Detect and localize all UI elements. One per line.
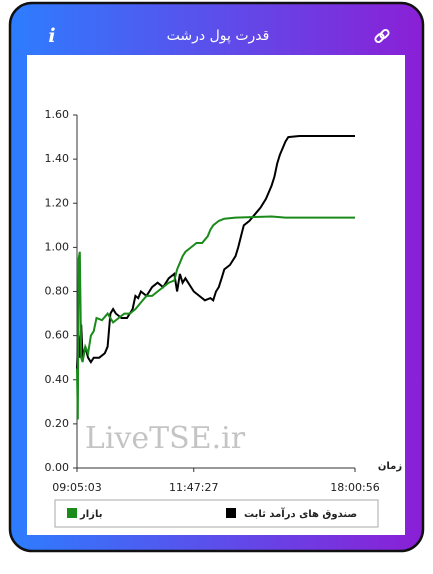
legend <box>54 499 379 528</box>
y-tick-label: 1.60 <box>45 108 70 121</box>
header-title: قدرت پول درشت <box>167 28 270 44</box>
y-tick-label: 0.20 <box>45 417 70 430</box>
legend-label: بازار <box>79 509 102 520</box>
x-tick-label: 09:05:03 <box>52 481 101 494</box>
x-tick-label: 18:00:56 <box>330 481 379 494</box>
link-button[interactable] <box>374 28 390 44</box>
legend-label: صندوق های درآمد ثابت <box>244 507 357 520</box>
info-button[interactable]: i <box>48 25 55 47</box>
legend-swatch <box>67 508 77 518</box>
y-tick-label: 0.80 <box>45 285 70 298</box>
x-axis-label: زمان <box>378 461 402 472</box>
card-body <box>27 55 405 535</box>
y-tick-label: 0.00 <box>45 461 70 474</box>
y-tick-label: 0.40 <box>45 373 70 386</box>
x-tick-label: 11:47:27 <box>169 481 218 494</box>
series-line <box>76 135 355 369</box>
watermark: LiveTSE.ir <box>85 421 246 456</box>
y-tick-label: 1.40 <box>45 152 70 165</box>
y-tick-label: 1.20 <box>45 196 70 209</box>
y-tick-label: 0.60 <box>45 329 70 342</box>
y-tick-label: 1.00 <box>45 240 70 253</box>
legend-swatch <box>226 508 236 518</box>
series-line <box>76 215 355 420</box>
